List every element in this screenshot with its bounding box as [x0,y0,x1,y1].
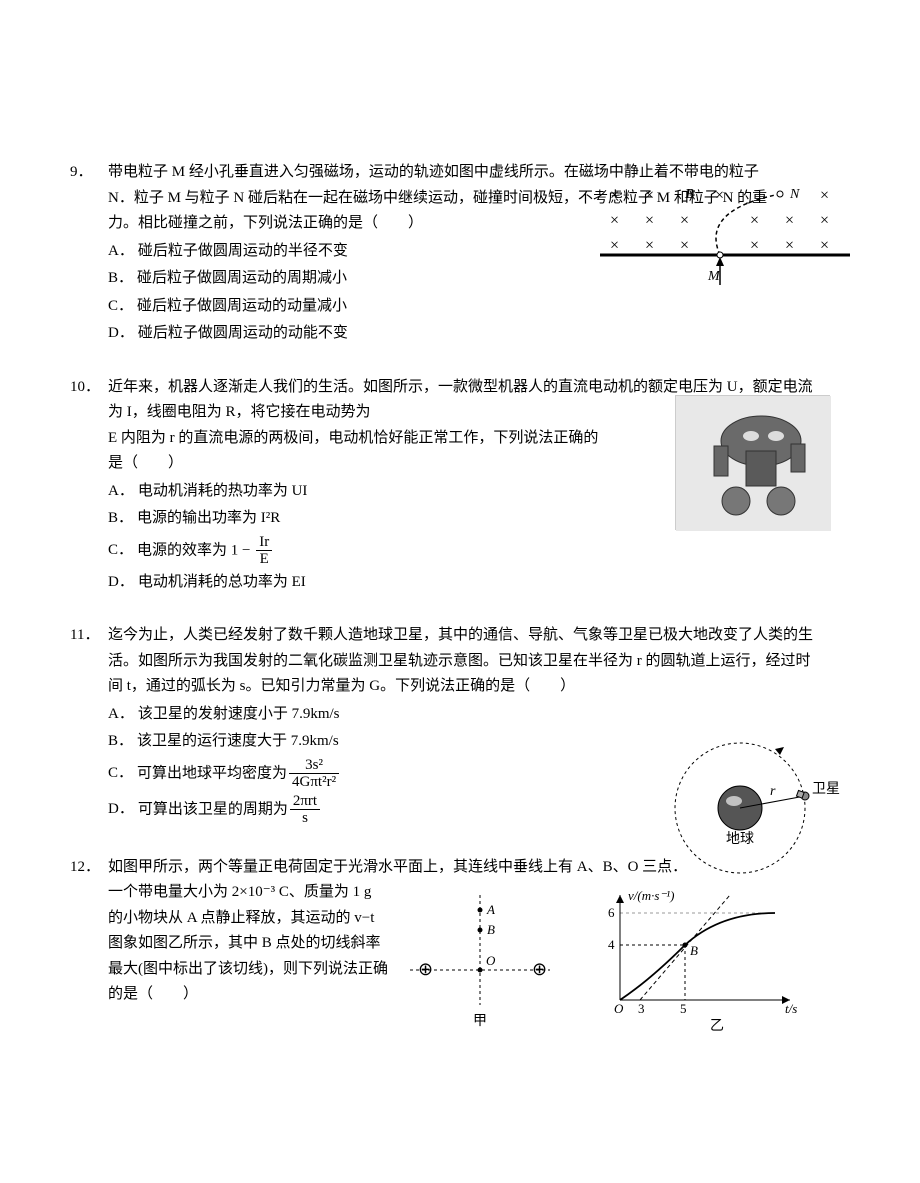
svg-text:×: × [680,237,689,254]
figure-charge-diagram: ⊕ ⊕ A B O 甲 [390,885,570,1035]
option-text: 电源的效率为 1 − [137,542,254,558]
question-stem: 迄今为止，人类已经发射了数千颗人造地球卫星，其中的通信、导航、气象等卫星已极大地… [108,623,820,700]
option-text: 碰后粒子做圆周运动的半径不变 [138,243,348,259]
label-x-axis: t/s [785,1001,797,1016]
question-number: 9． [70,160,93,186]
svg-text:×: × [715,187,724,204]
label-r: r [770,784,776,799]
svg-text:×: × [785,237,794,254]
svg-text:×: × [610,187,619,204]
figure-robot [675,395,830,530]
svg-text:×: × [820,212,829,229]
svg-text:5: 5 [680,1001,687,1016]
question-9: 9． 带电粒子 M 经小孔垂直进入匀强磁场，运动的轨迹如图中虚线所示。在磁场中静… [100,160,820,347]
option-text: 碰后粒子做圆周运动的动量减小 [137,298,347,314]
option-text: 该卫星的发射速度小于 7.9km/s [138,706,340,722]
svg-text:B: B [487,922,495,937]
svg-text:3: 3 [638,1001,645,1016]
option-text: 可算出该卫星的周期为 [138,801,288,817]
option-text: 电动机消耗的热功率为 UI [138,483,308,499]
svg-text:O: O [486,953,496,968]
label-M: M [707,269,721,284]
option-text: 该卫星的运行速度大于 7.9km/s [137,733,339,749]
label-caption-b: 乙 [710,1018,724,1034]
figure-vt-graph: v/(m·s⁻¹) t/s O B 4 6 3 5 乙 [590,885,810,1035]
label-satellite: 卫星 [812,782,840,797]
fraction: 2πrts [290,793,320,827]
option-text: 碰后粒子做圆周运动的动能不变 [138,325,348,341]
label-y-axis: v/(m·s⁻¹) [628,888,675,903]
svg-text:4: 4 [608,937,615,952]
svg-text:×: × [820,187,829,204]
svg-text:6: 6 [608,905,615,920]
label-earth: 地球 [726,831,754,847]
label-N: N [789,187,800,202]
option-c: C．电源的效率为 1 − IrE [108,534,820,568]
svg-text:⊕: ⊕ [532,959,547,979]
svg-text:B: B [690,943,698,958]
svg-text:×: × [610,237,619,254]
svg-text:×: × [645,187,654,204]
question-stem-b: 一个带电量大小为 2×10⁻³ C、质量为 1 g 的小物块从 A 点静止释放，… [108,880,388,1008]
svg-text:×: × [645,237,654,254]
option-d: D．电动机消耗的总功率为 EI [108,570,820,596]
option-c: C．碰后粒子做圆周运动的动量减小 [108,294,820,320]
option-text: 可算出地球平均密度为 [137,765,287,781]
option-d: D．碰后粒子做圆周运动的动能不变 [108,321,820,347]
svg-text:⊕: ⊕ [418,959,433,979]
option-a: A．该卫星的发射速度小于 7.9km/s [108,702,820,728]
question-11: 11． 迄今为止，人类已经发射了数千颗人造地球卫星，其中的通信、导航、气象等卫星… [100,623,820,827]
label-B: B [684,187,694,202]
svg-text:×: × [820,237,829,254]
svg-text:×: × [785,212,794,229]
question-stem-a: 如图甲所示，两个等量正电荷固定于光滑水平面上，其连线中垂线上有 A、B、O 三点… [108,855,820,881]
svg-text:×: × [680,212,689,229]
fraction: IrE [256,534,272,568]
question-number: 11． [70,623,99,649]
option-text: 电动机消耗的总功率为 EI [138,574,306,590]
label-caption-a: 甲 [473,1014,487,1029]
stem-part-b: E 内阻为 r 的直流电源的两极间，电动机恰好能正常工作，下列说法正确的是（ ） [108,426,608,477]
fraction: 3s²4Gπt²r² [289,757,339,791]
svg-text:×: × [610,212,619,229]
svg-text:×: × [750,212,759,229]
svg-text:A: A [486,902,495,917]
question-number: 10． [70,375,100,401]
figure-magnetic-field: × × × × × × × × × × × × × × × × B N M [590,180,860,290]
option-text: 电源的输出功率为 I²R [137,510,280,526]
svg-text:×: × [750,237,759,254]
svg-text:×: × [645,212,654,229]
question-12: 12． 如图甲所示，两个等量正电荷固定于光滑水平面上，其连线中垂线上有 A、B、… [100,855,820,1008]
question-number: 12． [70,855,100,881]
question-10: 10． 近年来，机器人逐渐走人我们的生活。如图所示，一款微型机器人的直流电动机的… [100,375,820,596]
svg-text:O: O [614,1001,624,1016]
option-text: 碰后粒子做圆周运动的周期减小 [137,270,347,286]
